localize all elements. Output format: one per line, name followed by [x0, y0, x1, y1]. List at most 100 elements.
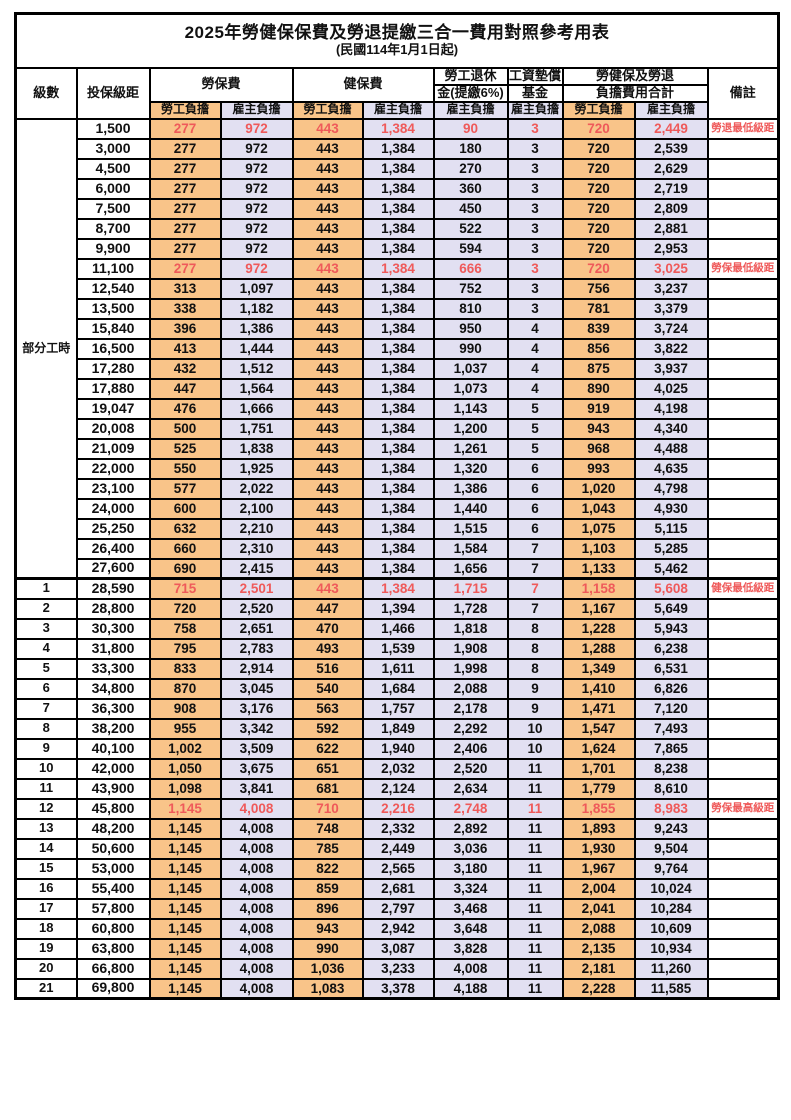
health-employer-cell: 2,565: [361, 857, 435, 880]
level-cell: 6: [14, 677, 78, 700]
level-cell: 10: [14, 757, 78, 780]
table-row: 7,500 277 972 443 1,384 450 3 720 2,809: [16, 197, 780, 220]
subheader-total-employee: 勞工負擔: [561, 100, 636, 120]
health-employee-cell: 443: [291, 117, 364, 140]
wage-fund-employer-cell: 11: [506, 817, 564, 840]
health-employer-cell: 1,394: [361, 597, 435, 620]
labor-employer-cell: 1,925: [219, 457, 294, 480]
health-employee-cell: 443: [291, 277, 364, 300]
table-row: 23,100 577 2,022 443 1,384 1,386 6 1,020 4,798: [16, 477, 780, 500]
pension-employer-cell: 2,292: [432, 717, 509, 740]
bracket-cell: 28,800: [75, 597, 151, 620]
table-row: 17,880 447 1,564 443 1,384 1,073 4 890 4,025: [16, 377, 780, 400]
bracket-cell: 15,840: [75, 317, 151, 340]
wage-fund-employer-cell: 6: [506, 497, 564, 520]
wage-fund-employer-cell: 6: [506, 457, 564, 480]
subheader-pension-employer: 雇主負擔: [432, 100, 509, 120]
total-employer-cell: 11,585: [633, 977, 709, 1000]
remark-cell: [706, 277, 780, 300]
labor-employer-cell: 1,751: [219, 417, 294, 440]
table-row: 9 40,100 1,002 3,509 622 1,940 2,406 10 1,624 7,8…: [14, 737, 780, 760]
bracket-cell: 21,009: [75, 437, 151, 460]
remark-cell: 健保最低級距: [706, 577, 780, 600]
remark-cell: [706, 837, 780, 860]
health-employee-cell: 443: [291, 577, 364, 600]
total-employer-cell: 10,284: [633, 897, 709, 920]
total-employer-cell: 8,610: [633, 777, 709, 800]
wage-fund-employer-cell: 7: [506, 557, 564, 580]
pension-employer-cell: 1,656: [432, 557, 509, 580]
remark-cell: [706, 497, 780, 520]
wage-fund-employer-cell: 3: [506, 197, 564, 220]
bracket-cell: 57,800: [75, 897, 151, 920]
total-employee-cell: 919: [561, 397, 636, 420]
remark-cell: 勞保最低級距: [706, 257, 780, 280]
pension-employer-cell: 3,828: [432, 937, 509, 960]
health-employer-cell: 1,384: [361, 437, 435, 460]
labor-employee-cell: 1,098: [148, 777, 222, 800]
health-employee-cell: 443: [291, 137, 364, 160]
table-row: 部分工時 1,500 277 972 443 1,384 90 3 720 2,449 勞退最低級距: [14, 117, 780, 580]
level-cell: 5: [14, 657, 78, 680]
remark-cell: [706, 437, 780, 460]
labor-employer-cell: 2,415: [219, 557, 294, 580]
total-employee-cell: 720: [561, 157, 636, 180]
health-employer-cell: 2,124: [361, 777, 435, 800]
table-row: 15,840 396 1,386 443 1,384 950 4 839 3,724: [16, 317, 780, 340]
labor-employee-cell: 277: [148, 117, 222, 140]
total-employee-cell: 890: [561, 377, 636, 400]
remark-cell: [706, 457, 780, 480]
remark-cell: [706, 777, 780, 800]
pension-employer-cell: 3,324: [432, 877, 509, 900]
table-row: 18 60,800 1,145 4,008 943 2,942 3,648 11 2,088 10…: [14, 917, 780, 940]
total-employer-cell: 5,285: [633, 537, 709, 560]
labor-employee-cell: 908: [148, 697, 222, 720]
total-employer-cell: 2,629: [633, 157, 709, 180]
remark-cell: [706, 857, 780, 880]
remark-cell: [706, 697, 780, 720]
health-employee-cell: 443: [291, 377, 364, 400]
wage-fund-employer-cell: 7: [506, 577, 564, 600]
pension-employer-cell: 3,468: [432, 897, 509, 920]
level-cell: 9: [14, 737, 78, 760]
remark-cell: [706, 317, 780, 340]
health-employer-cell: 1,384: [361, 257, 435, 280]
labor-employee-cell: 1,002: [148, 737, 222, 760]
total-employee-cell: 781: [561, 297, 636, 320]
remark-cell: [706, 297, 780, 320]
pension-employer-cell: 1,584: [432, 537, 509, 560]
labor-employer-cell: 3,841: [219, 777, 294, 800]
pension-employer-cell: 1,515: [432, 517, 509, 540]
wage-fund-employer-cell: 4: [506, 317, 564, 340]
total-employee-cell: 1,471: [561, 697, 636, 720]
bracket-cell: 60,800: [75, 917, 151, 940]
labor-employee-cell: 277: [148, 137, 222, 160]
level-cell: 18: [14, 917, 78, 940]
total-employee-cell: 1,624: [561, 737, 636, 760]
total-employee-cell: 1,075: [561, 517, 636, 540]
health-employer-cell: 1,384: [361, 277, 435, 300]
pension-employer-cell: 180: [432, 137, 509, 160]
labor-employer-cell: 1,444: [219, 337, 294, 360]
pension-employer-cell: 2,406: [432, 737, 509, 760]
labor-employee-cell: 1,145: [148, 817, 222, 840]
bracket-cell: 55,400: [75, 877, 151, 900]
labor-employer-cell: 4,008: [219, 877, 294, 900]
table-row: 17,280 432 1,512 443 1,384 1,037 4 875 3,937: [16, 357, 780, 380]
pension-employer-cell: 2,634: [432, 777, 509, 800]
labor-employer-cell: 1,097: [219, 277, 294, 300]
subheader-total-employer: 雇主負擔: [633, 100, 709, 120]
level-cell: 17: [14, 897, 78, 920]
labor-employee-cell: 277: [148, 177, 222, 200]
labor-employee-cell: 525: [148, 437, 222, 460]
pension-employer-cell: 360: [432, 177, 509, 200]
health-employee-cell: 443: [291, 357, 364, 380]
remark-cell: [706, 417, 780, 440]
health-employee-cell: 443: [291, 497, 364, 520]
total-employee-cell: 1,893: [561, 817, 636, 840]
bracket-cell: 3,000: [75, 137, 151, 160]
total-employee-cell: 1,043: [561, 497, 636, 520]
total-employee-cell: 720: [561, 137, 636, 160]
total-employer-cell: 6,531: [633, 657, 709, 680]
bracket-cell: 48,200: [75, 817, 151, 840]
